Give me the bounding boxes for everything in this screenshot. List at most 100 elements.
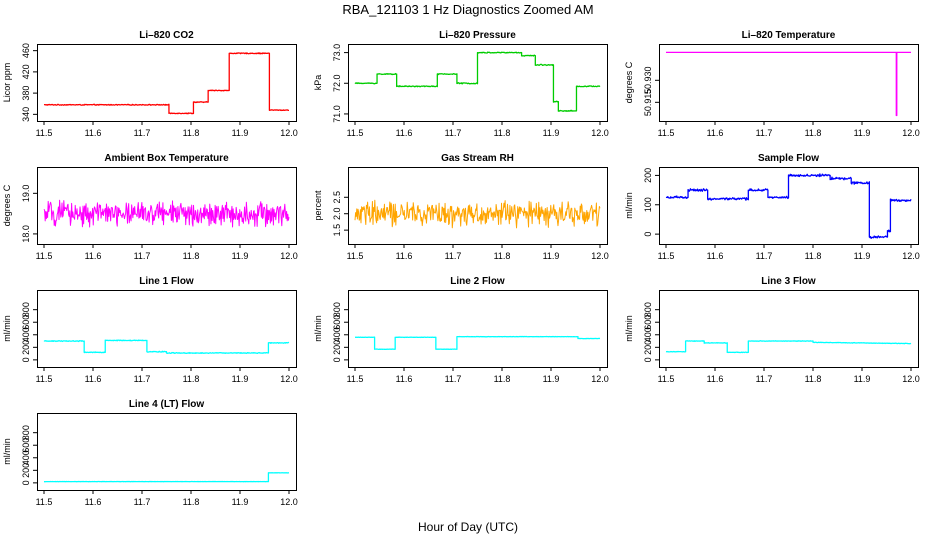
y-tick-label: 71.0 <box>332 105 342 123</box>
y-tick-label: 0 <box>643 232 653 237</box>
x-tick-label: 11.8 <box>494 374 511 384</box>
y-tick-label: 19.0 <box>21 185 31 203</box>
panel: Ambient Box Temperature degrees C 11.5 11.6… <box>2 153 298 261</box>
y-axis-label: ml/min <box>313 315 323 342</box>
plot-frame <box>659 44 919 122</box>
panel-title: Ambient Box Temperature <box>104 153 229 164</box>
x-tick-label: 11.8 <box>805 251 822 261</box>
plot-frame <box>348 167 608 245</box>
x-tick-label: 11.7 <box>445 251 462 261</box>
y-tick-label: 200 <box>332 340 342 355</box>
x-tick-label: 11.8 <box>494 128 511 138</box>
x-tick-label: 11.7 <box>756 251 773 261</box>
x-tick-label: 11.7 <box>134 251 151 261</box>
y-tick-label: 420 <box>21 64 31 79</box>
y-tick-label: 200 <box>643 168 653 183</box>
series-line <box>43 199 290 228</box>
x-tick-label: 11.9 <box>232 374 249 384</box>
x-tick-label: 11.8 <box>183 497 200 507</box>
plot-frame <box>348 290 608 368</box>
x-axis-title: Hour of Day (UTC) <box>418 520 518 534</box>
panel: Li–820 CO2 Licor ppm 11.5 11.6 11.7 11.8 11.9 1… <box>2 30 298 138</box>
x-tick-label: 11.9 <box>543 374 560 384</box>
x-tick-label: 12.0 <box>280 497 298 507</box>
x-tick-label: 11.8 <box>183 374 200 384</box>
y-tick-label: 73.0 <box>332 44 342 62</box>
x-tick-label: 11.7 <box>134 374 151 384</box>
x-tick-label: 12.0 <box>280 251 298 261</box>
y-axis-label: ml/min <box>624 315 634 342</box>
x-tick-label: 11.6 <box>85 128 102 138</box>
y-axis-label: degrees C <box>2 184 12 226</box>
y-tick-label: 600 <box>643 315 653 330</box>
x-tick-label: 12.0 <box>591 128 609 138</box>
y-tick-label: 72.0 <box>332 75 342 93</box>
series-line <box>354 335 601 351</box>
y-tick-label: 400 <box>21 327 31 342</box>
y-axis-label: ml/min <box>2 315 12 342</box>
x-tick-label: 11.6 <box>707 128 724 138</box>
panel: Sample Flow ml/min 11.5 11.6 11.7 11.8 11.9 12.… <box>624 153 920 261</box>
y-tick-label: 800 <box>21 425 31 440</box>
x-tick-label: 11.7 <box>445 374 462 384</box>
y-tick-label: 800 <box>332 302 342 317</box>
panel: Line 1 Flow ml/min 11.5 11.6 11.7 11.8 11.9 12.… <box>2 276 298 384</box>
series-line <box>665 340 912 354</box>
x-tick-label: 12.0 <box>902 128 920 138</box>
plot-frame <box>659 167 919 245</box>
x-tick-label: 11.5 <box>658 251 675 261</box>
plot-frame <box>37 290 297 368</box>
y-tick-label: 380 <box>21 86 31 101</box>
panel: Li–820 Pressure kPa 11.5 11.6 11.7 11.8 11.9 12… <box>313 30 609 138</box>
x-tick-label: 11.5 <box>36 251 53 261</box>
x-tick-label: 11.6 <box>707 374 724 384</box>
x-tick-label: 12.0 <box>280 374 298 384</box>
x-tick-label: 11.5 <box>658 128 675 138</box>
x-tick-label: 11.8 <box>805 374 822 384</box>
x-tick-label: 11.9 <box>854 251 871 261</box>
y-tick-label: 2.0 <box>332 207 342 220</box>
y-tick-label: 50.930 <box>643 67 653 95</box>
x-tick-label: 11.8 <box>183 251 200 261</box>
panel: Line 2 Flow ml/min 11.5 11.6 11.7 11.8 11.9 12.… <box>313 276 609 384</box>
y-tick-label: 0 <box>21 357 31 362</box>
x-tick-label: 12.0 <box>591 251 609 261</box>
x-tick-label: 11.6 <box>396 128 413 138</box>
y-tick-label: 460 <box>21 43 31 58</box>
y-tick-label: 1.5 <box>332 224 342 237</box>
x-tick-label: 11.7 <box>445 128 462 138</box>
y-tick-label: 600 <box>21 438 31 453</box>
x-tick-label: 11.7 <box>134 497 151 507</box>
figure-title: RBA_121103 1 Hz Diagnostics Zoomed AM <box>342 2 593 17</box>
y-tick-label: 600 <box>21 315 31 330</box>
y-tick-label: 0 <box>332 357 342 362</box>
y-tick-label: 18.0 <box>21 225 31 243</box>
plot-frame <box>37 167 297 245</box>
y-tick-label: 800 <box>643 302 653 317</box>
x-tick-label: 11.5 <box>347 251 364 261</box>
series-line <box>354 51 601 112</box>
x-tick-label: 12.0 <box>902 374 920 384</box>
x-tick-label: 11.5 <box>36 374 53 384</box>
x-tick-label: 11.6 <box>85 374 102 384</box>
series-line <box>43 52 290 115</box>
x-tick-label: 11.8 <box>494 251 511 261</box>
y-tick-label: 200 <box>643 340 653 355</box>
panel: Line 3 Flow ml/min 11.5 11.6 11.7 11.8 11.9 12.… <box>624 276 920 384</box>
panel-title: Gas Stream RH <box>441 153 514 164</box>
panel: Li–820 Temperature degrees C 11.5 11.6 11.7 1… <box>624 30 920 138</box>
x-tick-label: 11.9 <box>854 374 871 384</box>
x-tick-label: 11.6 <box>85 251 102 261</box>
series-line <box>43 472 290 483</box>
y-tick-label: 400 <box>21 450 31 465</box>
x-tick-label: 11.8 <box>805 128 822 138</box>
panel-title: Line 4 (LT) Flow <box>129 399 205 410</box>
x-tick-label: 11.6 <box>396 251 413 261</box>
x-tick-label: 12.0 <box>591 374 609 384</box>
panel-title: Sample Flow <box>758 153 819 164</box>
x-tick-label: 11.9 <box>854 128 871 138</box>
panel-grid: Li–820 CO2 Licor ppm 11.5 11.6 11.7 11.8 11.9 1… <box>2 30 920 507</box>
x-tick-label: 11.9 <box>232 497 249 507</box>
x-tick-label: 11.7 <box>756 128 773 138</box>
